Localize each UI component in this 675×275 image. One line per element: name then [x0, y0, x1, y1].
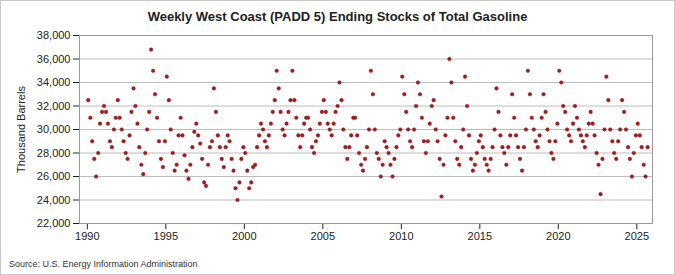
svg-text:2015: 2015 [468, 230, 492, 242]
svg-text:24,000: 24,000 [37, 194, 71, 206]
html-text:Weekly West Coast (PADD 5) End: Weekly West Coast (PADD 5) Ending Stocks… [147, 9, 528, 24]
svg-text:26,000: 26,000 [37, 170, 71, 182]
svg-text:2000: 2000 [232, 230, 256, 242]
svg-text:30,000: 30,000 [37, 123, 71, 135]
svg-text:38,000: 38,000 [37, 29, 71, 41]
html-text:Source: U.S. Energy Informatio: Source: U.S. Energy Information Administ… [9, 259, 198, 269]
svg-text:32,000: 32,000 [37, 100, 71, 112]
svg-text:36,000: 36,000 [37, 53, 71, 65]
svg-text:2005: 2005 [311, 230, 335, 242]
svg-text:1995: 1995 [154, 230, 178, 242]
svg-text:34,000: 34,000 [37, 76, 71, 88]
svg-text:2010: 2010 [389, 230, 413, 242]
svg-text:2020: 2020 [546, 230, 570, 242]
svg-text:1990: 1990 [75, 230, 99, 242]
svg-text:Thousand Barrels: Thousand Barrels [15, 86, 27, 173]
svg-text:22,000: 22,000 [37, 217, 71, 229]
svg-text:2025: 2025 [625, 230, 649, 242]
svg-text:28,000: 28,000 [37, 147, 71, 159]
